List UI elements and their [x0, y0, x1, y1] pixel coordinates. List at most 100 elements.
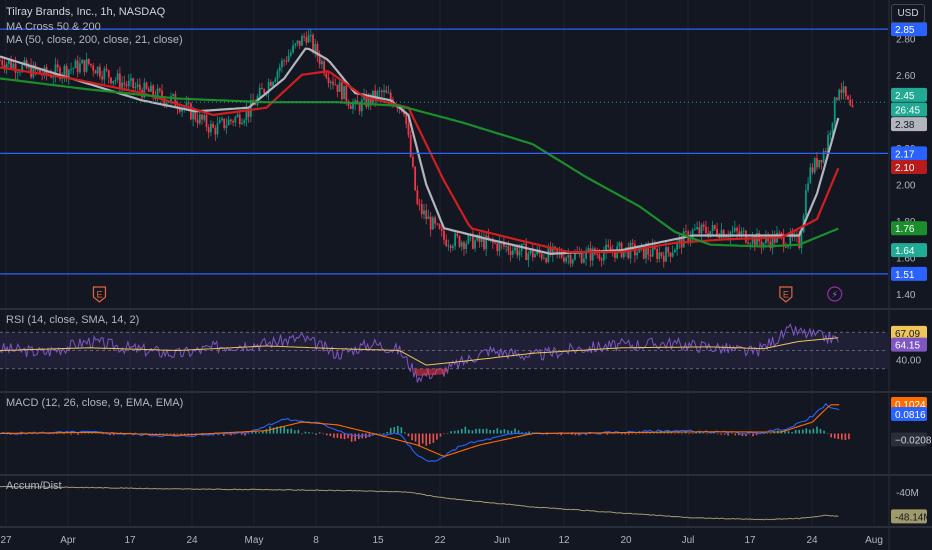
accum-dist-label[interactable]: Accum/Dist	[6, 480, 62, 492]
macd-histogram-bar	[567, 433, 570, 435]
macd-label[interactable]: MACD (12, 26, close, 9, EMA, EMA)	[6, 397, 184, 409]
candle	[403, 111, 405, 115]
candle	[691, 229, 694, 238]
macd-histogram-bar	[510, 430, 513, 434]
earnings-marker[interactable]: E	[92, 286, 107, 303]
price-badge[interactable]: 1.76	[891, 221, 927, 236]
candle	[303, 36, 306, 38]
rsi-oversold-fill	[412, 368, 449, 377]
price-pane[interactable]: E E ⚡	[0, 28, 888, 303]
candle	[480, 237, 483, 242]
macd-histogram-bar	[9, 433, 12, 435]
candle	[614, 251, 616, 258]
candle	[443, 230, 445, 240]
indicator-ma-label[interactable]: MA (50, close, 200, close, 21, close)	[6, 34, 183, 46]
candle	[605, 244, 607, 253]
macd-histogram-bar	[450, 431, 452, 434]
rsi-label[interactable]: RSI (14, close, SMA, 14, 2)	[6, 314, 140, 326]
ad-pane[interactable]	[0, 486, 839, 521]
candle	[225, 125, 228, 129]
candle	[63, 65, 66, 76]
time-tick-label: 20	[620, 535, 632, 546]
candle	[607, 244, 610, 247]
candle	[769, 241, 772, 249]
price-badge[interactable]: 2.45	[891, 87, 927, 102]
price-axis[interactable]: 2.802.602.202.001.801.601.4040.00-40M2.8…	[891, 22, 932, 524]
candle	[784, 246, 787, 248]
price-badge[interactable]: 2.10	[891, 160, 927, 175]
candle	[420, 204, 423, 215]
macd-histogram-bar	[84, 433, 87, 435]
currency-button[interactable]: USD	[891, 4, 925, 23]
candle	[440, 228, 443, 231]
price-badge[interactable]: 1.51	[891, 266, 927, 281]
candle	[152, 85, 155, 96]
dividend-marker[interactable]: ⚡	[827, 286, 843, 302]
symbol-title[interactable]: Tilray Brands, Inc., 1h, NASDAQ	[6, 6, 166, 18]
candle	[847, 96, 849, 100]
candle	[218, 120, 221, 124]
macd-histogram-bar	[112, 433, 115, 436]
macd-histogram-bar	[752, 433, 754, 437]
price-tick-label: 1.60	[896, 253, 916, 264]
time-axis[interactable]: 27 Apr 17 24 May 8 15 22 Jun 12 20 Jul 17 24 Aug	[0, 535, 882, 546]
price-badge[interactable]: 1.64	[891, 243, 927, 258]
rsi-badge[interactable]: 64.15	[891, 337, 927, 352]
macd-histogram-bar	[308, 432, 310, 434]
candle	[56, 64, 59, 68]
indicator-ma-cross-label[interactable]: MA Cross 50 & 200	[6, 21, 101, 33]
macd-histogram-bar	[361, 433, 364, 439]
macd-histogram-bar	[762, 433, 765, 435]
rsi-ma-badge[interactable]: 67.09	[891, 325, 927, 340]
price-badge[interactable]: 2.85	[891, 22, 927, 36]
price-badge[interactable]: 26:45	[891, 102, 927, 117]
macd-histogram-bar	[809, 429, 811, 434]
candle	[10, 60, 12, 69]
ad-badge[interactable]: -48.14M	[891, 509, 932, 524]
price-badge[interactable]: 2.17	[891, 146, 927, 161]
candle	[405, 114, 408, 124]
candle	[660, 252, 663, 256]
macd-histogram-bar	[784, 429, 786, 434]
macd-histogram-bar	[20, 433, 23, 435]
candle	[509, 251, 512, 255]
macd-histogram-bar	[528, 431, 531, 434]
candle	[549, 246, 552, 255]
macd-pane[interactable]	[0, 402, 850, 462]
macd-histogram-bar	[823, 430, 825, 434]
rsi-pane[interactable]	[0, 323, 888, 383]
macd-histogram-bar	[418, 433, 420, 447]
candle	[418, 204, 421, 205]
candle	[72, 68, 75, 69]
macd-histogram-bar	[91, 432, 94, 434]
macd-histogram-bar	[393, 426, 396, 434]
macd-histogram-bar	[606, 433, 609, 435]
time-tick-label: 15	[372, 535, 384, 546]
candle	[671, 252, 674, 257]
macd-histogram-bar	[642, 433, 644, 435]
price-badge[interactable]: 2.38	[891, 117, 927, 132]
macd-hist-badge[interactable]: −0.0208	[891, 432, 932, 447]
macd-histogram-bar	[706, 433, 708, 435]
candle	[272, 82, 274, 87]
macd-histogram-bar	[265, 429, 268, 434]
candle	[689, 237, 692, 242]
earnings-marker[interactable]: E	[779, 286, 793, 303]
candle	[631, 243, 634, 245]
macd-histogram-bar	[375, 433, 378, 434]
candle	[412, 156, 414, 167]
candle	[529, 249, 532, 254]
macd-badge[interactable]: 0.0816	[891, 407, 927, 422]
ad-badge-text: -48.14M	[895, 512, 932, 523]
macd-histogram-bar	[272, 427, 275, 434]
candle	[685, 231, 687, 233]
candle	[210, 123, 212, 133]
candle	[820, 159, 823, 163]
candle	[161, 90, 163, 99]
macd-histogram-bar	[517, 430, 520, 434]
macd-histogram-bar	[340, 433, 342, 439]
candle	[352, 103, 354, 109]
rsi-ma-badge-bg	[891, 325, 927, 340]
